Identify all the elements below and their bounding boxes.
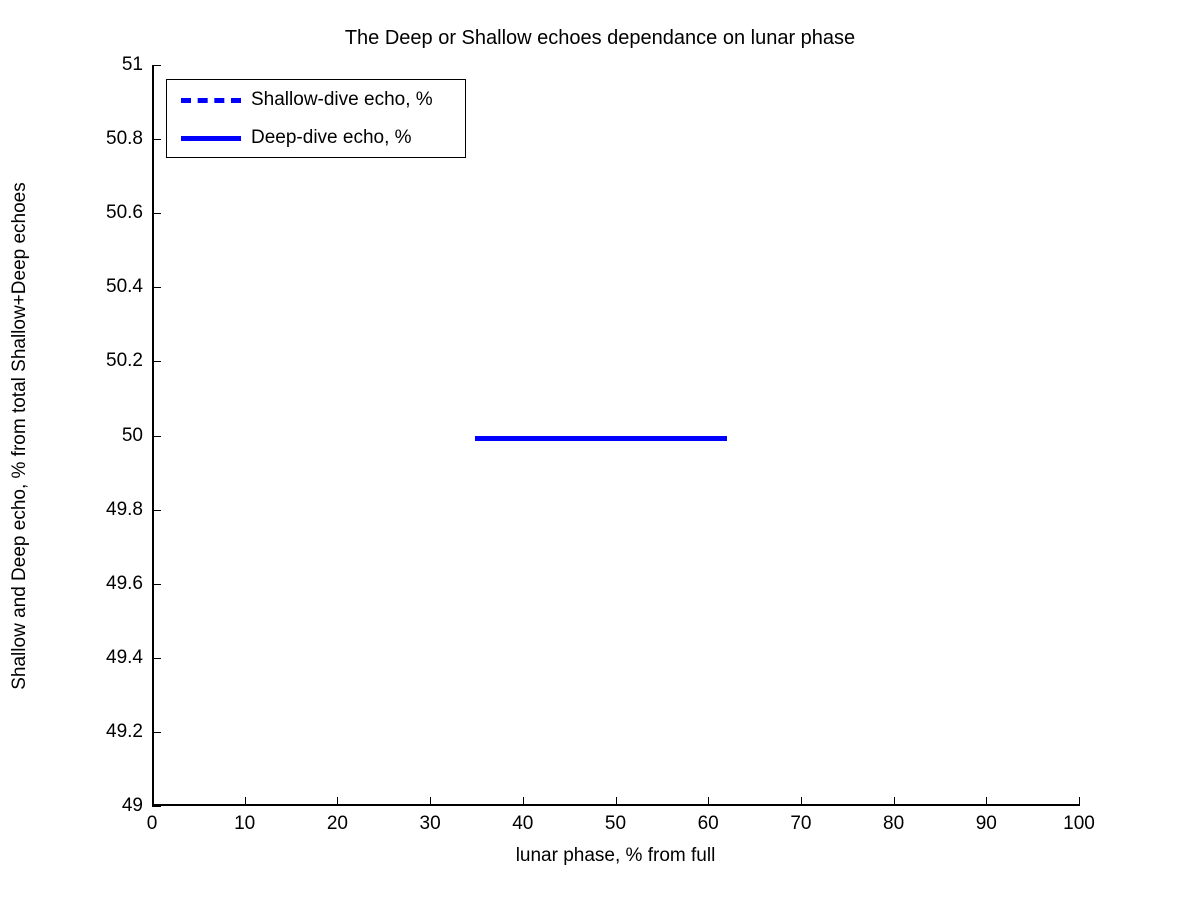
x-tick-label: 90 — [975, 813, 997, 834]
x-tick-mark — [986, 797, 988, 806]
y-tick-label: 49.8 — [106, 498, 143, 520]
legend-entry[interactable]: Deep-dive echo, % — [167, 119, 465, 157]
y-tick-mark — [152, 731, 161, 733]
y-tick-mark — [152, 657, 161, 659]
legend-label: Shallow-dive echo, % — [251, 89, 433, 110]
legend-solid-line-icon — [181, 135, 241, 141]
y-tick-mark — [152, 583, 161, 585]
x-tick-mark — [152, 797, 153, 806]
y-tick-label: 50.4 — [106, 276, 143, 298]
x-tick-mark — [893, 797, 895, 806]
x-axis-label: lunar phase, % from full — [515, 845, 716, 866]
x-tick-mark — [337, 797, 339, 806]
x-tick-mark — [708, 797, 710, 806]
y-tick-label: 50 — [121, 424, 143, 446]
y-tick-label: 50.2 — [106, 350, 143, 372]
y-axis-label: Shallow and Deep echo, % from total Shal… — [9, 182, 30, 690]
x-tick-label: 30 — [419, 813, 441, 834]
y-tick-label: 51 — [121, 54, 143, 75]
y-tick-mark — [152, 435, 161, 437]
x-tick-mark — [244, 797, 246, 806]
x-tick-label: 40 — [512, 813, 534, 834]
y-tick-mark — [152, 139, 161, 141]
legend: Shallow-dive echo, % Deep-dive echo, % — [166, 79, 466, 158]
x-tick-label: 0 — [146, 813, 158, 834]
y-tick-mark — [152, 361, 161, 363]
x-tick-mark — [522, 797, 524, 806]
legend-dashed-line-icon — [181, 97, 241, 103]
y-tick-label: 49.2 — [106, 720, 143, 742]
y-tick-label: 49.4 — [106, 646, 143, 668]
y-tick-mark — [152, 65, 161, 66]
data-series-line — [474, 435, 727, 441]
y-tick-label: 49.6 — [106, 572, 143, 594]
legend-label: Deep-dive echo, % — [251, 127, 412, 148]
x-tick-label: 10 — [234, 813, 256, 834]
legend-entry[interactable]: Shallow-dive echo, % — [167, 81, 465, 119]
y-tick-mark — [152, 509, 161, 511]
x-tick-mark — [800, 797, 802, 806]
x-tick-label: 60 — [697, 813, 719, 834]
x-tick-label: 50 — [604, 813, 627, 834]
y-tick-mark — [152, 806, 161, 807]
x-tick-label: 80 — [883, 813, 905, 834]
x-tick-label: 70 — [790, 813, 812, 834]
y-tick-mark — [152, 287, 161, 289]
y-tick-label: 50.8 — [106, 128, 143, 150]
x-tick-label: 20 — [326, 813, 348, 834]
page-title: The Deep or Shallow echoes dependance on… — [344, 27, 856, 49]
y-tick-label: 50.6 — [106, 202, 143, 224]
y-tick-mark — [152, 213, 161, 215]
plot-area: 0 10 20 30 40 50 60 70 80 90 100 49 49.2 49.4 49.6 49.… — [106, 54, 1095, 834]
y-axis-label-wrap: Shallow and Deep echo, % from total Shal… — [0, 0, 40, 900]
x-tick-label: 100 — [1063, 813, 1095, 834]
x-tick-mark — [430, 797, 432, 806]
y-tick-label: 49 — [121, 795, 143, 816]
x-tick-mark — [615, 797, 617, 806]
x-tick-mark — [1079, 797, 1080, 806]
